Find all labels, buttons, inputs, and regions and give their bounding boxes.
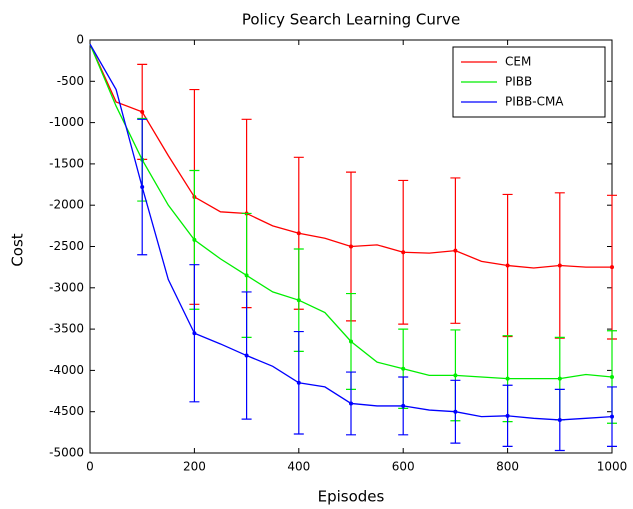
y-tick-label: 0 [76, 33, 84, 47]
x-tick-label: 600 [392, 460, 415, 474]
y-tick-label: -3000 [49, 280, 84, 294]
error-point [401, 250, 406, 255]
error-point [610, 265, 614, 270]
x-axis-label: Episodes [318, 488, 385, 506]
error-point [244, 273, 249, 278]
error-point [557, 263, 562, 268]
chart-title: Policy Search Learning Curve [242, 11, 460, 29]
x-tick-label: 800 [496, 460, 519, 474]
y-axis-label: Cost [9, 233, 27, 266]
y-tick-label: -3500 [49, 322, 84, 336]
y-tick-label: -2000 [49, 198, 84, 212]
y-tick-label: -5000 [49, 446, 84, 460]
error-point [505, 263, 510, 268]
x-tick-label: 1000 [597, 460, 628, 474]
y-tick-label: -4500 [49, 404, 84, 418]
x-tick-label: 200 [183, 460, 206, 474]
error-point [192, 237, 197, 242]
error-point [453, 248, 458, 253]
error-point [505, 413, 510, 418]
error-point [296, 231, 301, 236]
legend-label: PIBB-CMA [505, 95, 564, 109]
error-point [296, 380, 301, 385]
error-point [453, 373, 458, 378]
y-tick-label: -1000 [49, 115, 84, 129]
error-point [349, 244, 353, 249]
error-point [401, 403, 406, 408]
error-point [557, 376, 562, 381]
legend-label: CEM [505, 55, 531, 69]
legend-label: PIBB [505, 75, 532, 89]
error-point [349, 401, 353, 406]
error-point [401, 366, 406, 371]
y-tick-label: -2500 [49, 239, 84, 253]
error-point [140, 109, 145, 114]
y-tick-label: -500 [57, 74, 84, 88]
error-point [557, 417, 562, 422]
error-point [192, 331, 197, 336]
error-point [453, 409, 458, 414]
y-tick-label: -4000 [49, 363, 84, 377]
error-point [610, 414, 614, 419]
error-point [244, 353, 249, 358]
x-tick-label: 400 [287, 460, 310, 474]
error-point [296, 298, 301, 303]
x-tick-label: 0 [86, 460, 94, 474]
error-point [349, 339, 353, 344]
error-point [505, 376, 510, 381]
error-point [140, 185, 145, 190]
error-point [610, 375, 614, 380]
y-tick-label: -1500 [49, 156, 84, 170]
